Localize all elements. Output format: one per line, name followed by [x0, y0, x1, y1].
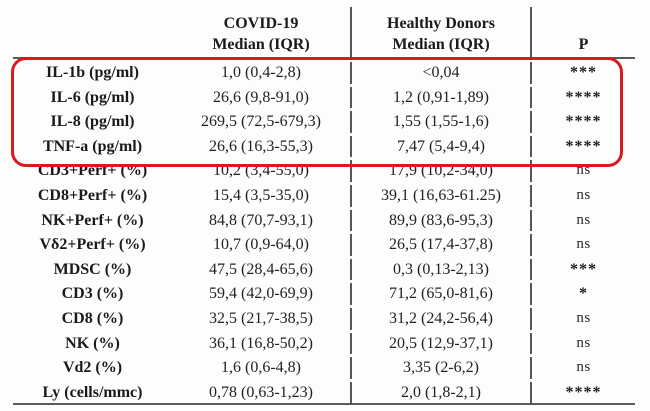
- covid-value: 10,2 (3,4-55,0): [213, 162, 309, 180]
- row-label: IL-8 (pg/ml): [50, 113, 135, 131]
- healthy-value: <0,04: [350, 62, 530, 84]
- table-row: Vδ2+Perf+ (%) 10,7 (0,9-64,0) 26,5 (17,4…: [13, 234, 635, 256]
- row-label: IL-1b (pg/ml): [46, 64, 139, 81]
- p-value: ****: [530, 135, 635, 158]
- table-row: Ly (cells/mmc) 0,78 (0,63-1,23) 2,0 (1,8…: [13, 381, 635, 406]
- table-row: CD8+Perf+ (%) 15,4 (3,5-35,0) 39,1 (16,6…: [13, 184, 635, 207]
- table-row: CD8 (%) 32,5 (21,7-38,5) 31,2 (24,2-56,4…: [13, 307, 635, 330]
- header-covid-line1: COVID-19: [223, 15, 299, 32]
- p-value: ***: [530, 62, 635, 84]
- p-value: ns: [530, 234, 635, 256]
- p-value: ns: [530, 160, 635, 182]
- covid-value: 59,4 (42,0-69,9): [209, 285, 313, 303]
- header-row: COVID-19 Median (IQR) Healthy Donors Med…: [13, 7, 635, 59]
- covid-value: 32,5 (21,7-38,5): [209, 309, 313, 327]
- row-label: TNF-a (pg/ml): [42, 137, 143, 155]
- row-label: NK+Perf+ (%): [41, 211, 144, 229]
- row-label: CD3+Perf+ (%): [37, 162, 148, 180]
- p-value: ns: [530, 307, 635, 330]
- header-healthy-line2: Median (IQR): [392, 36, 490, 53]
- covid-value: 15,4 (3,5-35,0): [213, 186, 309, 204]
- table-row: NK+Perf+ (%) 84,8 (70,7-93,1) 89,9 (83,6…: [13, 209, 635, 232]
- biomarker-comparison-table: COVID-19 Median (IQR) Healthy Donors Med…: [13, 4, 635, 408]
- row-label: CD3 (%): [61, 285, 124, 303]
- p-value: *: [530, 283, 635, 305]
- covid-value: 47,5 (28,4-65,6): [209, 260, 313, 278]
- table-row: TNF-a (pg/ml) 26,6 (16,3-55,3) 7,47 (5,4…: [13, 135, 635, 158]
- covid-value: 1,0 (0,4-2,8): [221, 64, 301, 81]
- table-row: IL-1b (pg/ml) 1,0 (0,4-2,8) <0,04 ***: [13, 62, 635, 84]
- healthy-value: 7,47 (5,4-9,4): [350, 135, 530, 158]
- row-label: CD8+Perf+ (%): [37, 186, 148, 204]
- covid-value: 269,5 (72,5-679,3): [201, 113, 321, 131]
- healthy-value: 2,0 (1,8-2,1): [350, 381, 530, 406]
- healthy-value: 31,2 (24,2-56,4): [350, 307, 530, 330]
- healthy-value: 17,9 (10,2-34,0): [350, 160, 530, 182]
- table-row: MDSC (%) 47,5 (28,4-65,6) 0,3 (0,13-2,13…: [13, 258, 635, 281]
- row-label: CD8 (%): [61, 309, 124, 327]
- healthy-value: 71,2 (65,0-81,6): [350, 283, 530, 305]
- table-row: IL-8 (pg/ml) 269,5 (72,5-679,3) 1,55 (1,…: [13, 111, 635, 133]
- row-label: Vd2 (%): [62, 359, 123, 377]
- header-healthy: Healthy Donors Median (IQR): [350, 7, 530, 59]
- header-covid: COVID-19 Median (IQR): [172, 7, 350, 59]
- p-value: ns: [530, 332, 635, 355]
- row-label: IL-6 (pg/ml): [50, 88, 135, 106]
- covid-value: 10,7 (0,9-64,0): [213, 236, 309, 254]
- row-label: NK (%): [65, 334, 120, 352]
- table-row: IL-6 (pg/ml) 26,6 (9,8-91,0) 1,2 (0,91-1…: [13, 86, 635, 109]
- header-healthy-line1: Healthy Donors: [387, 15, 495, 32]
- healthy-value: 1,2 (0,91-1,89): [350, 86, 530, 109]
- p-value: ****: [530, 111, 635, 133]
- header-parameter-empty: [13, 7, 172, 59]
- row-label: Ly (cells/mmc): [13, 382, 172, 406]
- p-value: ns: [530, 357, 635, 379]
- p-value: ns: [530, 184, 635, 207]
- p-value: ns: [530, 209, 635, 232]
- healthy-value: 39,1 (16,63-61.25): [350, 184, 530, 207]
- p-value: ***: [530, 258, 635, 281]
- table-row: CD3 (%) 59,4 (42,0-69,9) 71,2 (65,0-81,6…: [13, 283, 635, 305]
- table-row: NK (%) 36,1 (16,8-50,2) 20,5 (12,9-37,1)…: [13, 332, 635, 355]
- healthy-value: 0,3 (0,13-2,13): [350, 258, 530, 281]
- healthy-value: 26,5 (17,4-37,8): [350, 234, 530, 256]
- covid-value: 0,78 (0,63-1,23): [172, 382, 350, 406]
- covid-value: 26,6 (9,8-91,0): [213, 88, 309, 106]
- header-p: P: [530, 7, 635, 59]
- healthy-value: 89,9 (83,6-95,3): [350, 209, 530, 232]
- healthy-value: 3,35 (2-6,2): [350, 357, 530, 379]
- covid-value: 36,1 (16,8-50,2): [209, 334, 313, 352]
- header-covid-line2: Median (IQR): [212, 36, 310, 53]
- table-row: CD3+Perf+ (%) 10,2 (3,4-55,0) 17,9 (10,2…: [13, 160, 635, 182]
- table-row: Vd2 (%) 1,6 (0,6-4,8) 3,35 (2-6,2) ns: [13, 357, 635, 379]
- row-label: Vδ2+Perf+ (%): [39, 236, 146, 254]
- p-value: ****: [530, 381, 635, 406]
- healthy-value: 20,5 (12,9-37,1): [350, 332, 530, 355]
- covid-value: 1,6 (0,6-4,8): [221, 359, 301, 377]
- p-value: ****: [530, 86, 635, 109]
- healthy-value: 1,55 (1,55-1,6): [350, 111, 530, 133]
- row-label: MDSC (%): [53, 260, 132, 278]
- covid-value: 26,6 (16,3-55,3): [209, 137, 313, 155]
- covid-value: 84,8 (70,7-93,1): [209, 211, 313, 229]
